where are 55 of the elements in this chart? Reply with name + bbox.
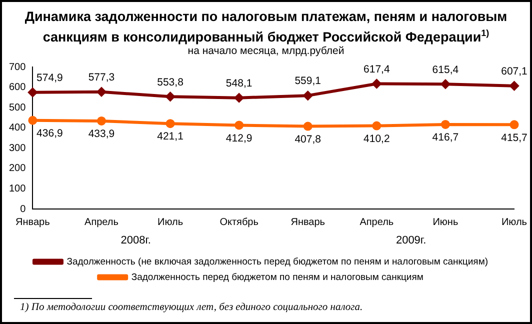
data-label: 407,8 bbox=[294, 133, 322, 146]
point bbox=[303, 91, 312, 100]
point bbox=[372, 121, 382, 130]
point bbox=[440, 120, 450, 129]
point bbox=[303, 122, 312, 131]
text: 2009г. bbox=[396, 234, 426, 247]
data-label: 574,9 bbox=[36, 72, 63, 84]
data-label: 433,9 bbox=[88, 128, 115, 140]
x-tick-label: Январь bbox=[290, 216, 325, 228]
y-tick-label: 600 bbox=[8, 82, 26, 94]
legend-label: Задолженность перед бюджетом по пеням и налоговым санкциям bbox=[131, 272, 424, 283]
point bbox=[234, 120, 244, 130]
y-tick-label: 300 bbox=[8, 142, 26, 154]
data-label: 416,7 bbox=[432, 132, 459, 144]
y-tick-label: 700 bbox=[8, 62, 26, 73]
point bbox=[28, 116, 38, 125]
chart-title: Динамика задолженности по налоговым платежам, пеням и налоговым санкциям в консолидированный бюджет Российской Федерации$^{1)}$ bbox=[24, 8, 508, 46]
x-tick-label: Октябрь bbox=[220, 216, 258, 228]
chart-subtitle: на начало месяца, млрд.рублей bbox=[186, 45, 346, 57]
y-tick-label: 400 bbox=[8, 122, 26, 134]
data-label: 412,9 bbox=[226, 132, 252, 144]
data-label: 559,1 bbox=[294, 75, 322, 88]
y-tick-label: 100 bbox=[8, 183, 26, 194]
y-tick-label: 0 bbox=[20, 204, 26, 215]
x-tick-label: Июль bbox=[158, 216, 184, 228]
data-label: 617,4 bbox=[364, 63, 390, 76]
text: 2008г. bbox=[120, 234, 151, 247]
point bbox=[166, 92, 175, 102]
point bbox=[234, 93, 244, 102]
data-label: 607,1 bbox=[501, 65, 528, 78]
point bbox=[28, 88, 38, 97]
x-tick-label: Июль bbox=[501, 216, 527, 228]
data-label: 436,9 bbox=[36, 128, 63, 140]
point bbox=[372, 79, 382, 88]
data-label: 415,7 bbox=[501, 132, 528, 144]
data-label: 421,1 bbox=[157, 130, 184, 143]
data-label: 615,4 bbox=[432, 64, 459, 76]
point bbox=[166, 119, 175, 128]
point bbox=[510, 120, 519, 130]
y-tick-label: 500 bbox=[8, 102, 26, 114]
point bbox=[510, 81, 519, 90]
y-tick-label: 200 bbox=[8, 163, 26, 174]
point bbox=[96, 116, 106, 126]
x-tick-label: Июнь bbox=[432, 216, 458, 228]
data-label: 577,3 bbox=[88, 72, 115, 84]
data-label: 410,2 bbox=[364, 132, 390, 145]
data-label: 553,8 bbox=[157, 76, 184, 88]
x-tick-label: Апрель bbox=[84, 216, 118, 228]
x-tick-label: Январь bbox=[16, 216, 50, 228]
text: 1) По методологии соответствующих лет, без единого социального налога. bbox=[20, 302, 363, 313]
legend-label: Задолженность (не включая задолженность перед бюджетом по пеням и налоговым санкциям) bbox=[66, 256, 488, 268]
point bbox=[96, 87, 106, 96]
point bbox=[440, 80, 450, 89]
x-tick-label: Апрель bbox=[360, 216, 394, 228]
data-label: 548,1 bbox=[226, 77, 252, 90]
